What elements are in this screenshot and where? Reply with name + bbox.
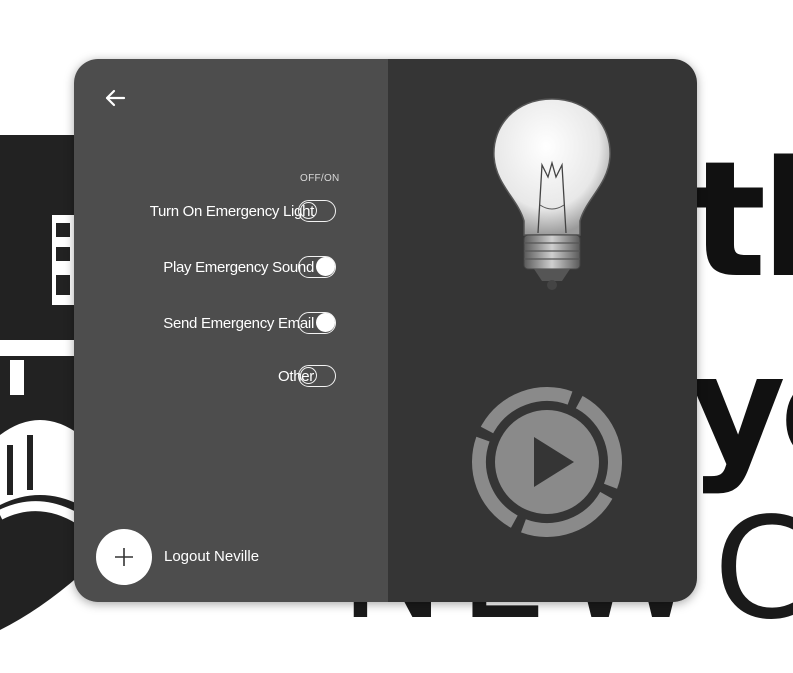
emergency-light-toggle[interactable] [298, 200, 336, 222]
play-button[interactable] [472, 387, 622, 537]
arrow-left-icon[interactable] [102, 85, 128, 111]
setting-label: Play Emergency Sound [163, 258, 314, 276]
logout-label[interactable]: Logout Neville [164, 548, 260, 565]
plus-icon [115, 548, 133, 566]
toggle-knob [316, 257, 335, 276]
setting-row-emergency-sound: Play Emergency Sound [74, 253, 338, 281]
emergency-settings-modal: OFF/ON Turn On Emergency Light Play Emer… [74, 59, 697, 602]
setting-label: Turn On Emergency Light [149, 202, 315, 220]
toggle-knob [300, 202, 317, 219]
setting-label: Send Emergency Email [163, 314, 314, 332]
background-heading-line-1: th [690, 126, 793, 313]
emergency-email-toggle[interactable] [298, 312, 336, 334]
other-toggle[interactable] [298, 365, 336, 387]
media-panel [388, 59, 697, 602]
toggle-knob [300, 367, 317, 384]
setting-row-emergency-email: Send Emergency Email [74, 309, 338, 337]
lightbulb-icon [493, 98, 611, 290]
emergency-sound-toggle[interactable] [298, 256, 336, 278]
setting-row-other: Other [74, 362, 338, 390]
background-heading-line-2: ye [688, 323, 793, 497]
play-icon [534, 437, 574, 487]
crest-logo [0, 135, 80, 630]
toggle-knob [316, 313, 335, 332]
off-on-header: OFF/ON [300, 173, 340, 184]
settings-panel: OFF/ON Turn On Emergency Light Play Emer… [74, 59, 388, 602]
logout-button[interactable] [96, 529, 152, 585]
setting-row-emergency-light: Turn On Emergency Light [74, 197, 338, 225]
